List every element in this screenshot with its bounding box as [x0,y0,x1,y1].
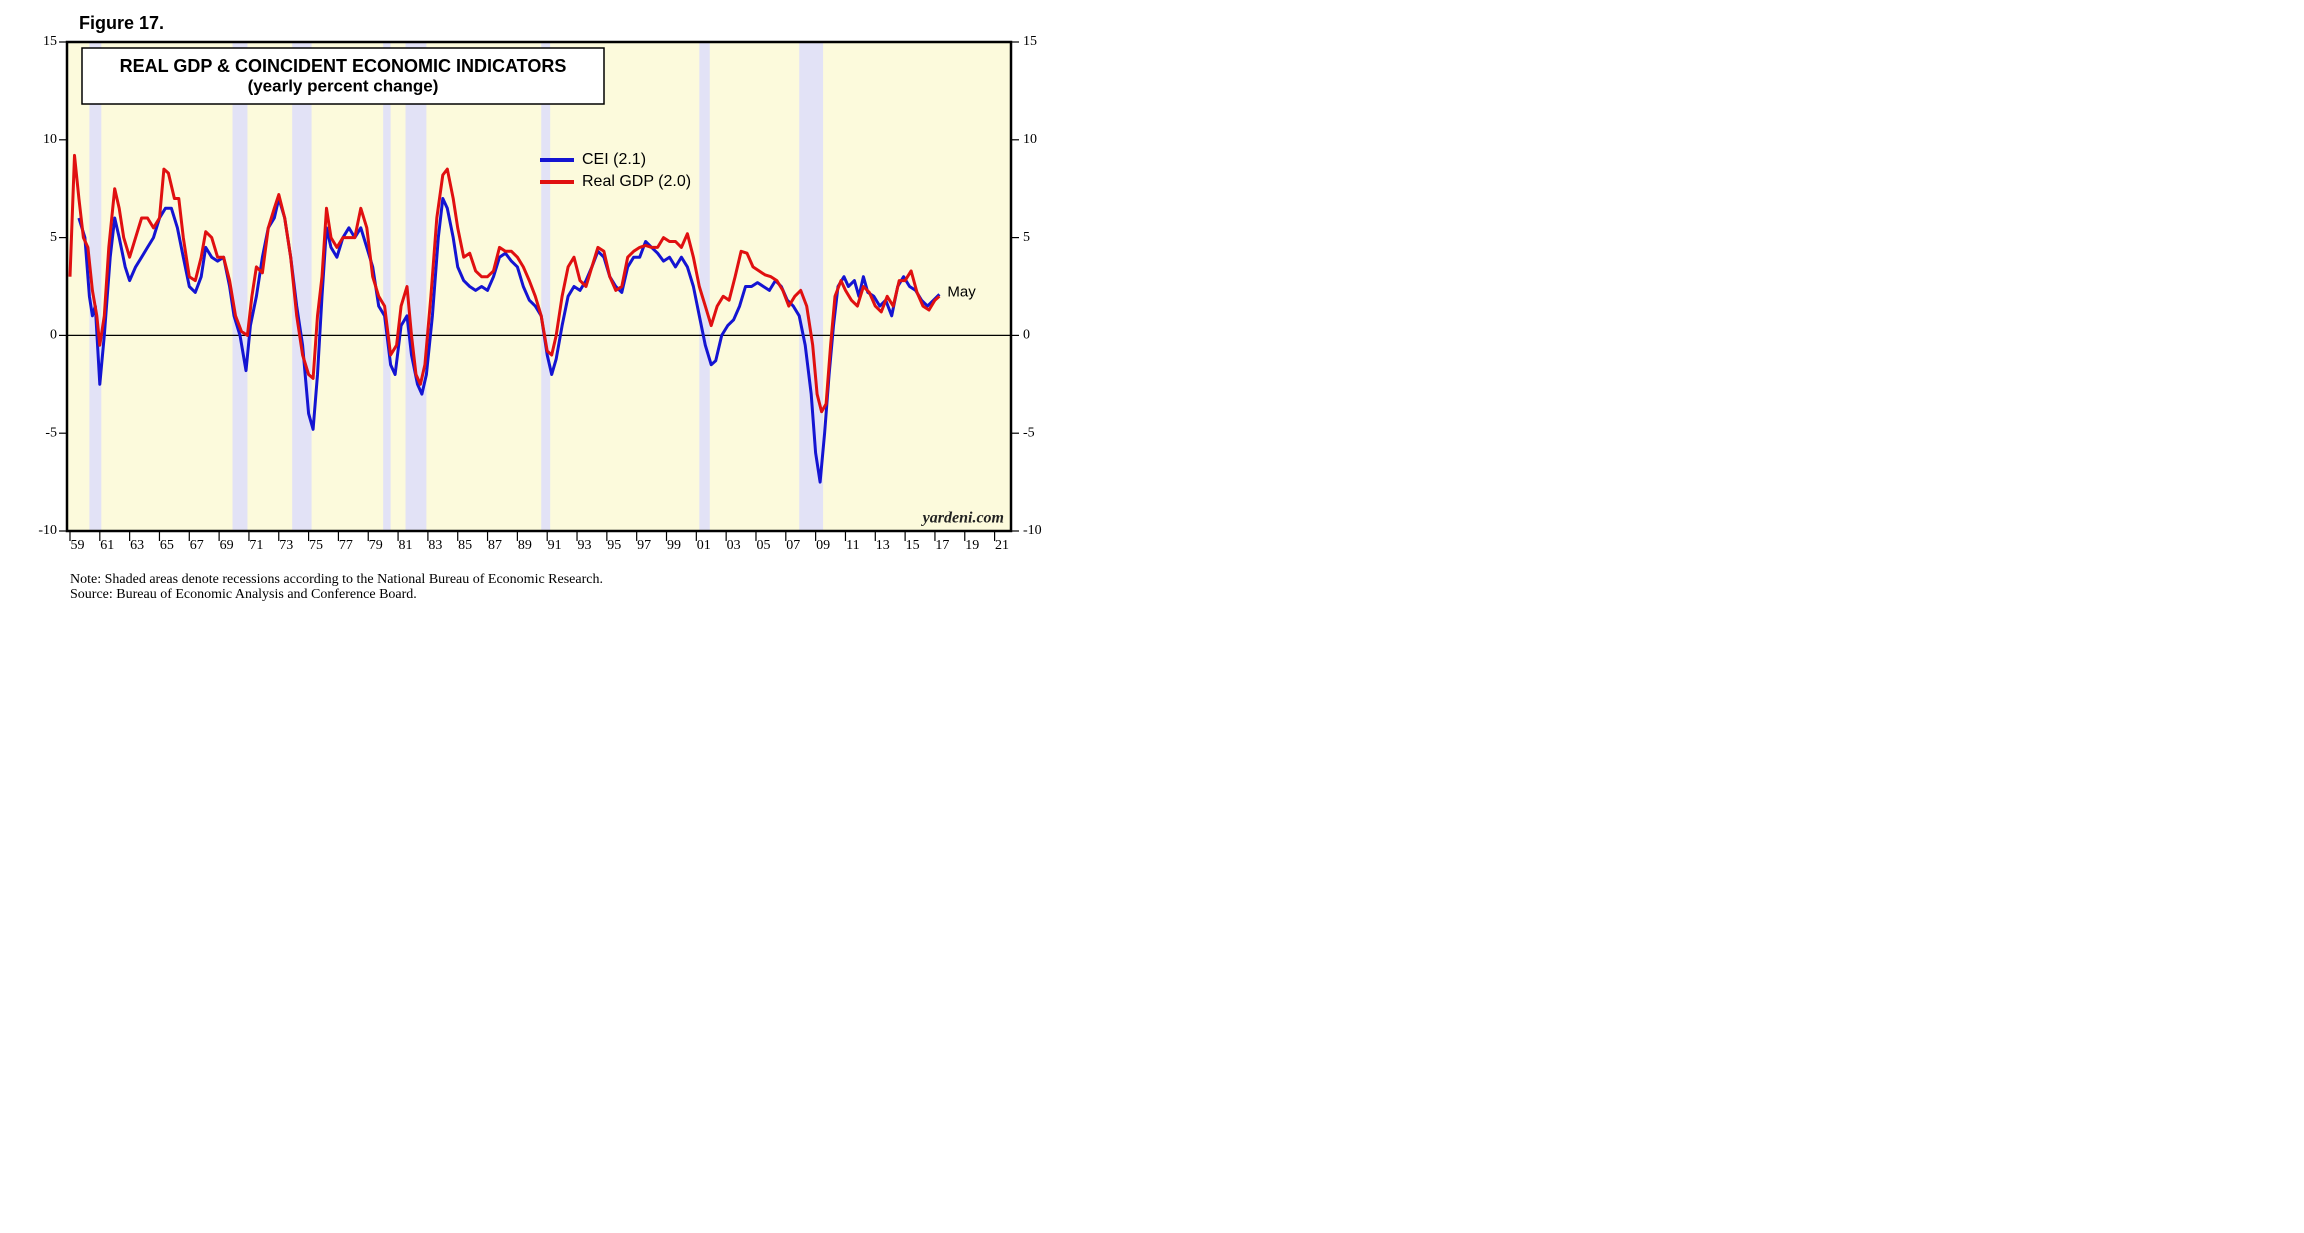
x-tick-label: 73 [279,538,293,553]
recession-band [799,42,824,531]
recession-band [89,42,102,531]
x-tick-label: 91 [548,538,562,553]
chart-subtitle: (yearly percent change) [248,76,439,95]
x-tick-label: 07 [786,538,800,553]
y2-tick-label: 10 [1023,132,1037,147]
legend-label: CEI (2.1) [582,151,646,168]
x-tick-label: 87 [488,538,502,553]
legend-label: Real GDP (2.0) [582,173,691,190]
series-line [68,153,941,414]
y-tick-label: 5 [50,230,57,245]
x-tick-label: 77 [339,538,353,553]
x-tick-label: 67 [190,538,204,553]
x-tick-label: 75 [309,538,323,553]
plot-area [65,40,1013,533]
x-tick-label: 09 [816,538,830,553]
x-tick-label: 13 [876,538,890,553]
x-tick-label: 85 [458,538,472,553]
recession-band [541,42,551,531]
note: Note: Shaded areas denote recessions acc… [70,572,603,587]
x-tick-label: 11 [846,538,859,553]
plot-frame [65,40,1013,533]
x-tick-label: 17 [935,538,949,553]
watermark: yardeni.com [921,510,1004,527]
source: Source: Bureau of Economic Analysis and … [70,587,417,602]
y2-tick-label: -10 [1023,523,1042,538]
y-tick-label: -5 [45,425,57,440]
recession-band [405,42,427,531]
x-tick-label: 15 [906,538,920,553]
x-tick-label: 79 [369,538,383,553]
x-tick-label: 81 [399,538,413,553]
recession-band [232,42,248,531]
x-tick-label: 99 [667,538,681,553]
chart-title: REAL GDP & COINCIDENT ECONOMIC INDICATOR… [120,56,567,76]
recession-band [383,42,391,531]
recession-band [699,42,710,531]
series-line [77,197,941,484]
x-tick-label: 03 [727,538,741,553]
x-tick-label: 71 [249,538,263,553]
x-tick-label: 65 [160,538,174,553]
x-tick-label: 19 [965,538,979,553]
y-tick-label: 10 [43,132,57,147]
x-tick-label: 89 [518,538,532,553]
y2-tick-label: 0 [1023,328,1030,343]
x-tick-label: 05 [756,538,770,553]
x-tick-label: 59 [70,538,84,553]
x-tick-label: 83 [428,538,442,553]
x-tick-label: 21 [995,538,1009,553]
title-box [81,47,605,105]
x-tick-label: 93 [577,538,591,553]
figure-label: Figure 17. [79,13,164,33]
y2-tick-label: -5 [1023,425,1035,440]
x-tick-label: 01 [697,538,711,553]
x-tick-label: 69 [220,538,234,553]
x-tick-label: 61 [100,538,114,553]
y2-tick-label: 15 [1023,34,1037,49]
x-tick-label: 95 [607,538,621,553]
y-tick-label: -10 [38,523,57,538]
x-tick-label: 63 [130,538,144,553]
end-label: May [947,283,976,300]
y-tick-label: 15 [43,34,57,49]
x-tick-label: 97 [637,538,651,553]
y2-tick-label: 5 [1023,230,1030,245]
plot-background [67,42,1011,531]
y-tick-label: 0 [50,328,57,343]
